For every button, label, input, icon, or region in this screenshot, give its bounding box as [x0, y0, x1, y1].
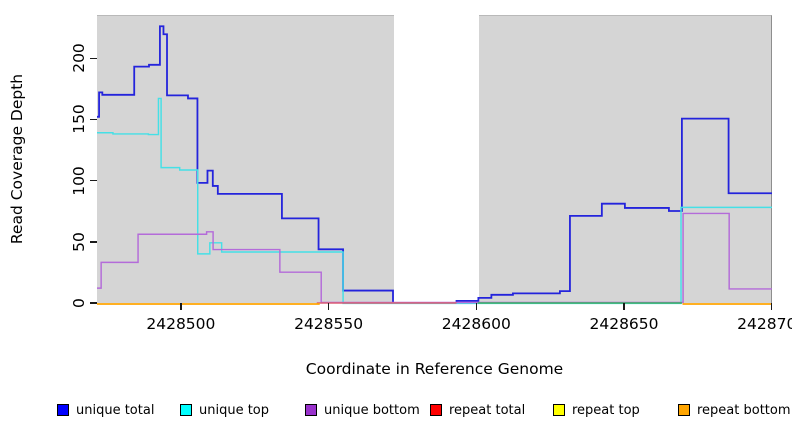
- y-tick-label: 200: [70, 43, 88, 74]
- x-tick-mark: [623, 303, 625, 310]
- legend-item-repeat-bottom: repeat bottom: [678, 402, 791, 418]
- legend-label: repeat bottom: [697, 402, 791, 418]
- series-unique-total: [97, 25, 772, 305]
- y-tick-mark: [90, 302, 97, 304]
- x-tick-mark: [180, 303, 182, 310]
- legend-swatch-unique-bottom: [305, 404, 317, 416]
- series-unique-top: [97, 97, 772, 305]
- x-axis-title: Coordinate in Reference Genome: [305, 360, 564, 378]
- y-axis-title: Read Coverage Depth: [8, 73, 26, 245]
- legend-label: unique top: [199, 402, 270, 418]
- y-tick-mark: [90, 241, 97, 243]
- y-tick-mark: [90, 57, 97, 60]
- legend-item-unique-top: unique top: [180, 402, 269, 418]
- y-tick-mark: [90, 179, 97, 182]
- legend-swatch-unique-top: [180, 404, 192, 416]
- legend-swatch-repeat-total: [430, 404, 442, 416]
- legend-item-repeat-top: repeat top: [553, 402, 640, 418]
- y-tick-label: 50: [70, 231, 88, 252]
- legend-label: repeat total: [449, 402, 526, 418]
- coverage-gap-band: [393, 15, 480, 305]
- legend-swatch-unique-total: [57, 404, 69, 416]
- legend-swatch-repeat-bottom: [678, 404, 690, 416]
- legend-item-unique-bottom: unique bottom: [305, 402, 420, 418]
- x-tick-mark: [327, 303, 330, 310]
- x-tick-mark: [770, 303, 773, 310]
- legend-item-repeat-total: repeat total: [430, 402, 525, 418]
- legend-label: unique total: [76, 402, 155, 418]
- plot-panel: [97, 15, 772, 305]
- legend-label: unique bottom: [324, 402, 420, 418]
- y-tick-label: 150: [70, 104, 88, 135]
- y-tick-label: 100: [70, 165, 88, 196]
- x-tick-label: 2428600: [441, 315, 511, 333]
- x-tick-mark: [475, 303, 478, 310]
- legend-label: repeat top: [572, 402, 640, 418]
- x-tick-label: 2428500: [146, 315, 216, 333]
- y-tick-mark: [90, 118, 97, 121]
- legend-swatch-repeat-top: [553, 404, 565, 416]
- chart-canvas: [97, 25, 772, 305]
- y-tick-label: 0: [70, 298, 88, 308]
- x-tick-label: 2428650: [589, 315, 659, 333]
- legend: unique total unique top unique bottom repea…: [0, 402, 792, 422]
- x-tick-label: 2428550: [294, 315, 364, 333]
- series-unique-bottom: [97, 212, 772, 304]
- legend-item-unique-total: unique total: [57, 402, 154, 418]
